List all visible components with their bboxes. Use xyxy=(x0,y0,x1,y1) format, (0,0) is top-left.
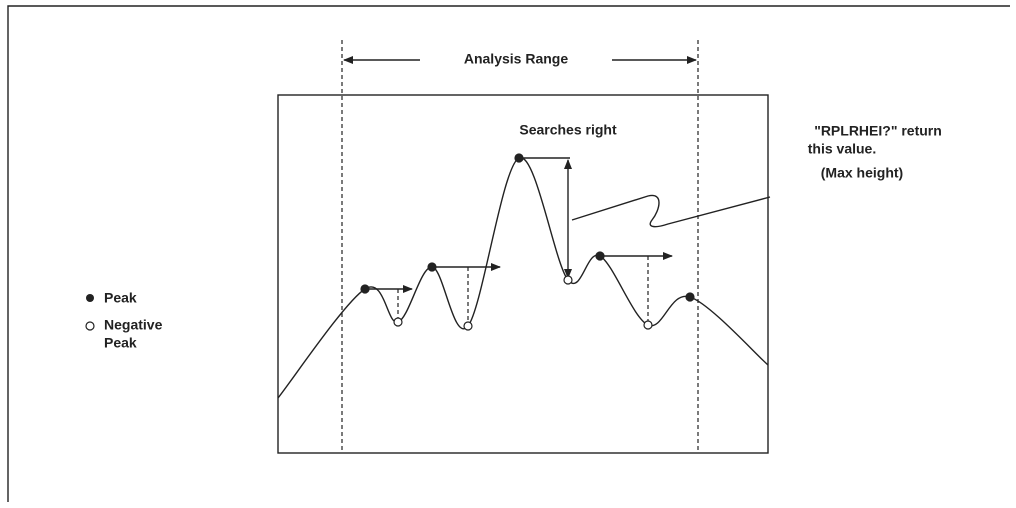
peak-marker xyxy=(514,153,524,163)
outer-frame xyxy=(7,5,1010,502)
callout-text: "RPLRHEI?" return xyxy=(814,123,942,139)
peak-marker xyxy=(685,292,695,302)
peak-marker xyxy=(427,262,437,272)
trace xyxy=(277,157,769,399)
search-label: Searches right xyxy=(519,122,617,138)
callout-text: this value. xyxy=(808,141,876,157)
negative-peak-marker xyxy=(393,317,403,327)
negative-peak-marker xyxy=(563,275,573,285)
legend-negative-symbol xyxy=(85,321,95,331)
legend-label: Negative xyxy=(104,317,163,333)
legend-label: Peak xyxy=(104,290,137,306)
negative-peak-marker xyxy=(643,320,653,330)
legend-label: Peak xyxy=(104,335,137,351)
negative-peak-marker xyxy=(463,321,473,331)
range-label: Analysis Range xyxy=(464,51,568,67)
plot-box xyxy=(277,94,769,454)
peak-marker xyxy=(360,284,370,294)
legend-peak-symbol xyxy=(86,294,94,302)
callout-line xyxy=(571,194,771,228)
callout-text: (Max height) xyxy=(821,165,903,181)
peak-marker xyxy=(595,251,605,261)
